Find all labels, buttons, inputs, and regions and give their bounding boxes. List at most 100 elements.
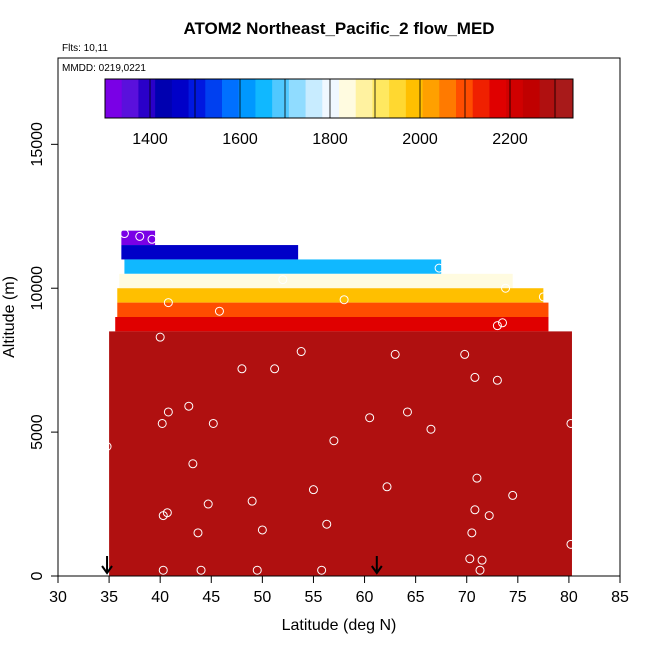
colorbar-segment	[272, 79, 290, 118]
observation-point	[475, 565, 485, 575]
plot-frame	[57, 57, 621, 577]
y-axis-label: Altitude (m)	[1, 276, 18, 358]
observation-point	[252, 565, 262, 575]
observation-point	[538, 292, 548, 302]
observation-point	[270, 364, 280, 374]
colorbar-segment	[539, 79, 557, 118]
heat-layer-3	[119, 273, 513, 289]
x-tick-label: 65	[407, 589, 425, 606]
x-tick-label: 80	[560, 589, 578, 606]
heat-layer-7	[109, 331, 572, 576]
heat-layer-0	[121, 230, 156, 246]
x-tick-label: 75	[509, 589, 527, 606]
observation-point	[477, 555, 487, 565]
flights-note: Flts: 10,11	[62, 43, 108, 54]
observation-point	[470, 505, 480, 515]
colorbar-segment	[171, 79, 190, 118]
observation-point	[492, 375, 502, 385]
observation-point	[208, 418, 218, 428]
flight-arrow-head	[101, 565, 113, 575]
observation-point	[155, 332, 165, 342]
x-tick-label: 85	[611, 589, 629, 606]
observation-point	[163, 298, 173, 308]
colorbar-segment	[322, 79, 340, 118]
heat-layer-6	[115, 317, 549, 332]
observation-point	[467, 528, 477, 538]
colorbar-segment	[506, 79, 524, 118]
observation-point	[508, 490, 518, 500]
colorbar-tick-label: 1600	[222, 131, 258, 148]
x-tick-label: 45	[202, 589, 220, 606]
x-tick-label: 60	[356, 589, 374, 606]
colorbar-segment	[105, 79, 123, 118]
observation-point	[163, 407, 173, 417]
observation-point	[237, 364, 247, 374]
colorbar-segment	[339, 79, 357, 118]
flight-arrows	[101, 556, 383, 575]
colorbar-segment	[222, 79, 240, 118]
colorbar-tick-label: 2000	[402, 131, 438, 148]
observation-point	[119, 229, 129, 239]
observation-point	[390, 349, 400, 359]
colorbar-segment	[188, 79, 206, 118]
observation-point	[214, 306, 224, 316]
x-axis-label: Latitude (deg N)	[282, 617, 397, 634]
observation-point	[196, 565, 206, 575]
observation-point	[426, 424, 436, 434]
observation-point	[566, 418, 576, 428]
observation-point	[188, 459, 198, 469]
observation-point	[203, 499, 213, 509]
observation-point	[339, 295, 349, 305]
observation-points	[102, 229, 576, 575]
colorbar-segment	[155, 79, 173, 118]
x-tick-label: 35	[100, 589, 118, 606]
observation-point	[158, 511, 168, 521]
x-tick-label: 40	[151, 589, 169, 606]
y-tick-label: 5000	[29, 414, 46, 450]
colorbar-segment	[389, 79, 407, 118]
colorbar-segment	[405, 79, 424, 118]
colorbar-segment	[205, 79, 223, 118]
observation-point	[470, 372, 480, 382]
observation-point	[247, 496, 257, 506]
y-axis: 0 5000 10000 15000	[29, 122, 58, 580]
observation-point	[158, 565, 168, 575]
observation-point	[278, 275, 288, 285]
colorbar-segment	[138, 79, 156, 118]
observation-point	[184, 401, 194, 411]
colorbar-segment	[372, 79, 390, 118]
heat-layer-1	[121, 245, 299, 260]
colorbar-tick-label: 1800	[312, 131, 348, 148]
observation-point	[317, 565, 327, 575]
colorbar-segment	[255, 79, 273, 118]
heat-layer-2	[124, 259, 442, 274]
heat-layer-4	[117, 288, 544, 303]
x-tick-label: 50	[253, 589, 271, 606]
observation-point	[382, 482, 392, 492]
observation-point	[329, 436, 339, 446]
heatmap-fill	[109, 230, 572, 576]
y-tick-label: 15000	[29, 122, 46, 167]
colorbar-segment	[472, 79, 490, 118]
x-tick-label: 70	[458, 589, 476, 606]
colorbar-segment	[489, 79, 507, 118]
colorbar-segment	[121, 79, 139, 118]
colorbar-segment	[238, 79, 256, 118]
observation-point	[492, 321, 502, 331]
observation-point	[460, 349, 470, 359]
observation-point	[365, 413, 375, 423]
y-tick-label: 10000	[29, 266, 46, 311]
colorbar-segment	[439, 79, 457, 118]
date-note: MMDD: 0219,0221	[62, 63, 146, 74]
colorbar-tick-label: 2200	[492, 131, 528, 148]
observation-point	[147, 234, 157, 244]
observation-point	[135, 231, 145, 241]
colorbar-tick-label: 1400	[132, 131, 168, 148]
observation-point	[193, 528, 203, 538]
heat-layer-5	[117, 302, 549, 317]
observation-point	[472, 473, 482, 483]
observation-point	[102, 442, 112, 451]
y-tick-label: 0	[29, 571, 46, 580]
flight-arrow-head	[370, 565, 383, 575]
